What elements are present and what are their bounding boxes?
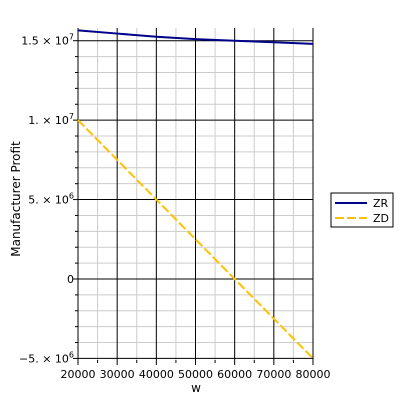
x-tick-label: 20000	[61, 368, 96, 381]
legend-label-zr: ZR	[373, 197, 389, 210]
y-tick-label: −5. × 106	[19, 350, 74, 365]
legend: ZR ZD	[330, 192, 394, 228]
x-tick-label: 70000	[256, 368, 291, 381]
x-tick-label: 80000	[296, 368, 331, 381]
y-tick-label: 1.5 × 107	[21, 33, 74, 48]
x-tick-label: 40000	[139, 368, 174, 381]
x-tick-label: 30000	[100, 368, 135, 381]
series-line-zr	[77, 29, 314, 45]
y-tick-label: 1. × 107	[28, 112, 74, 127]
axes	[73, 28, 314, 365]
legend-label-zd: ZD	[373, 212, 389, 225]
y-tick-label: 5. × 106	[28, 192, 74, 207]
series-line-zd	[77, 119, 314, 360]
y-tick-label: 0	[67, 273, 74, 286]
tick-labels: 20000 30000 40000 50000 60000 70000 80000 −5. ×…	[19, 33, 331, 381]
series-layer	[77, 29, 314, 360]
x-axis-title: w	[191, 381, 201, 395]
x-tick-label: 60000	[217, 368, 252, 381]
x-tick-label: 50000	[178, 368, 213, 381]
y-axis-title: Manufacturer Profit	[9, 141, 23, 257]
major-gridlines	[77, 28, 314, 360]
legend-box	[330, 192, 394, 228]
